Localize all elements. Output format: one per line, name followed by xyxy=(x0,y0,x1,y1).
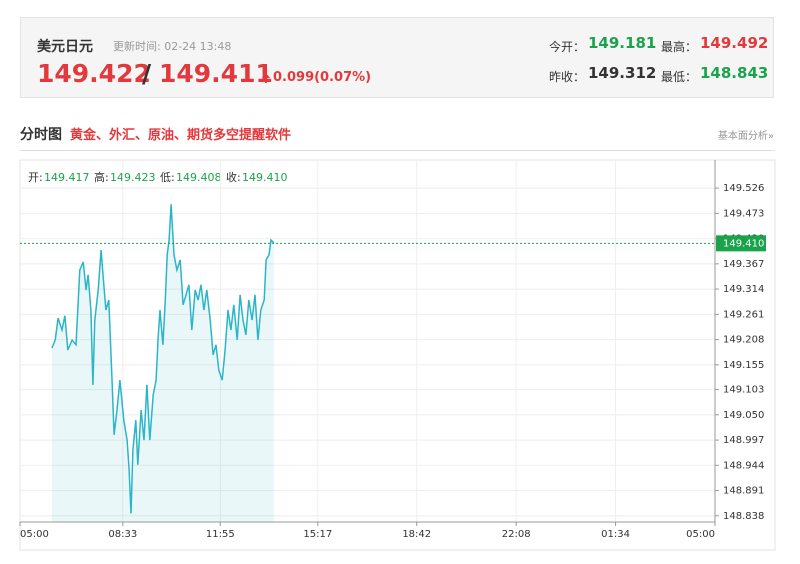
info-label: 开: xyxy=(28,171,43,184)
y-tick-label: 149.473 xyxy=(723,208,764,219)
info-label: 高: xyxy=(94,170,109,184)
y-tick-label: 149.314 xyxy=(723,284,764,295)
x-tick-label: 05:00 xyxy=(20,529,49,540)
info-value: 149.423 xyxy=(110,171,156,184)
y-tick-label: 149.261 xyxy=(723,309,764,320)
ref-label-bg xyxy=(716,235,766,252)
chart-frame xyxy=(19,159,776,551)
promo-link[interactable]: 黄金、外汇、原油、期货多空提醒软件 xyxy=(70,128,292,143)
x-tick-label: 08:33 xyxy=(108,529,137,540)
x-tick-label: 22:08 xyxy=(502,529,531,540)
y-tick-label: 149.103 xyxy=(723,385,764,396)
up-arrow xyxy=(262,73,270,83)
y-tick-label: 149.155 xyxy=(723,360,764,371)
y-tick-label: 149.208 xyxy=(723,335,764,346)
info-value: 149.408 xyxy=(176,171,222,184)
open-value: 149.181 xyxy=(588,34,657,52)
y-tick-label: 149.526 xyxy=(723,183,764,194)
bid-price: 149.422 xyxy=(37,59,151,88)
price-separator: / xyxy=(142,59,152,88)
info-label: 收: xyxy=(226,170,241,184)
analysis-link[interactable]: 基本面分析» xyxy=(717,131,774,142)
y-tick-label: 149.050 xyxy=(723,410,764,421)
area xyxy=(51,204,274,523)
low-value: 148.843 xyxy=(700,64,769,82)
x-tick-label: 15:17 xyxy=(303,529,332,540)
change: 0.099(0.07%) xyxy=(273,70,372,85)
quote-header: 美元日元 更新时间: 02-24 13:48 149.422 / 149.411… xyxy=(20,17,774,98)
section-title: 分时图 xyxy=(20,127,62,143)
line xyxy=(51,204,275,514)
ask-price: 149.411 xyxy=(159,59,273,88)
prev-close-label: 昨收： xyxy=(549,70,586,84)
info-label: 低: xyxy=(160,171,175,184)
x-tick-label: 01:34 xyxy=(601,529,630,540)
info-value: 149.410 xyxy=(242,171,288,184)
y-tick-label: 148.891 xyxy=(723,486,764,497)
y-tick-label: 149.367 xyxy=(723,259,764,270)
instrument-name: 美元日元 xyxy=(37,39,93,55)
y-tick-label: 148.944 xyxy=(723,460,764,471)
divider xyxy=(20,150,775,151)
high-label: 最高： xyxy=(661,40,698,54)
open-label: 今开： xyxy=(549,40,586,54)
update-time: 更新时间: 02-24 13:48 xyxy=(113,40,232,53)
prev-close-value: 149.312 xyxy=(588,64,657,82)
x-tick-label: 18:42 xyxy=(402,529,431,540)
info-value: 149.417 xyxy=(44,171,90,184)
x-tick-label: 05:00 xyxy=(686,529,715,540)
y-tick-label: 148.997 xyxy=(723,435,764,446)
ref-label: 149.410 xyxy=(723,238,764,249)
y-tick-label: 148.838 xyxy=(723,511,764,522)
x-tick-label: 11:55 xyxy=(206,529,235,540)
high-value: 149.492 xyxy=(700,34,769,52)
low-label: 最低： xyxy=(661,70,698,84)
